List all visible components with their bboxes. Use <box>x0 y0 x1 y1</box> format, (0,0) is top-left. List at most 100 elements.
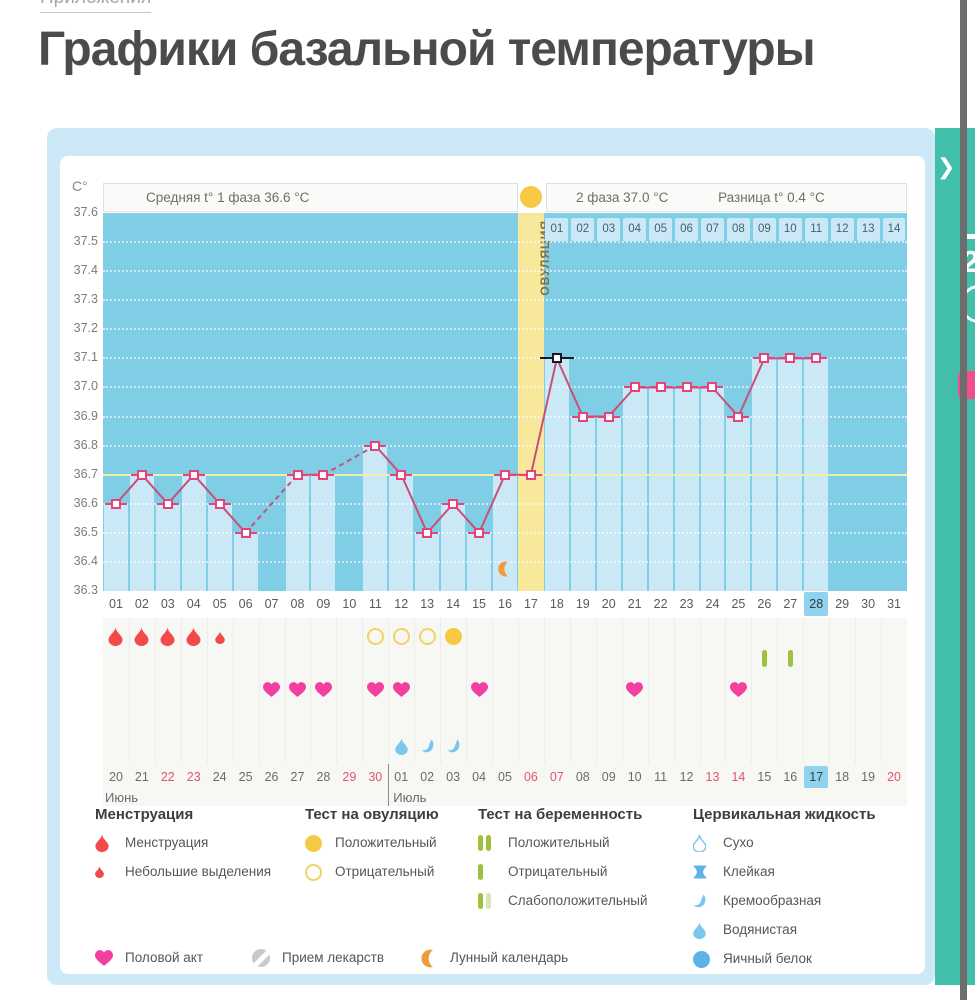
temp-point-day-05[interactable] <box>214 498 225 509</box>
drop-big-icon <box>95 833 121 853</box>
legend-title: Цервикальная жидкость <box>693 806 876 823</box>
phase2-day-cell: 07 <box>701 218 724 241</box>
x-axis-day-label: 09 <box>316 597 331 611</box>
phase1-average-text: Средняя t° 1 фаза 36.6 °C <box>146 190 310 205</box>
date-label: 30 <box>368 770 383 784</box>
menstruation-icon <box>186 626 201 646</box>
gridline <box>103 415 907 418</box>
phase2-day-cell: 05 <box>649 218 673 241</box>
gridline <box>103 299 907 302</box>
date-label: 10 <box>627 770 642 784</box>
legend-item-label: Небольшие выделения <box>125 864 272 879</box>
temperature-line <box>115 357 817 534</box>
page-scrollbar[interactable] <box>960 0 967 1000</box>
expand-chevron-icon[interactable]: ❯ <box>937 154 956 179</box>
temperature-plot[interactable]: ОВУЛЯЦИЯ 01 02 03 04 05 06 07 08 09 10 11 12 13 14 <box>103 213 907 591</box>
day-grid-line <box>803 618 805 763</box>
temp-point-day-21[interactable] <box>629 382 640 393</box>
temp-point-day-24[interactable] <box>707 382 718 393</box>
temp-point-day-01[interactable] <box>110 498 121 509</box>
day-grid-line <box>232 618 234 763</box>
intercourse-heart-icon <box>289 681 307 697</box>
date-label: 29 <box>342 770 357 784</box>
y-axis-tick-label: 36.6 <box>73 495 98 510</box>
date-label: 23 <box>186 770 201 784</box>
day-grid-line <box>673 618 675 763</box>
temp-point-day-13[interactable] <box>422 527 433 538</box>
phase1-average-header: Средняя t° 1 фаза 36.6 °C <box>103 183 518 212</box>
y-axis-tick-label: 36.5 <box>73 524 98 539</box>
temp-point-day-11[interactable] <box>370 440 381 451</box>
x-axis: 01 02 03 04 05 06 07 08 09 10 11 12 13 14 15 16 17 18 19 20… <box>103 592 907 616</box>
temp-point-day-02[interactable] <box>136 469 147 480</box>
date-label: 15 <box>757 770 772 784</box>
temp-point-day-25[interactable] <box>733 411 744 422</box>
x-axis-day-label: 16 <box>498 597 512 611</box>
x-axis-day-label: 26 <box>757 597 772 611</box>
phase2-header: 2 фаза 37.0 °C Разница t° 0.4 °C <box>546 183 907 212</box>
y-axis-tick-label: 36.7 <box>73 466 98 481</box>
date-label: 06 <box>523 770 538 784</box>
x-axis-day-label: 30 <box>861 597 876 611</box>
bars-positive-icon <box>478 833 504 853</box>
date-label: 12 <box>679 770 694 784</box>
date-label: 14 <box>731 770 746 784</box>
x-axis-day-label: 29 <box>835 597 850 611</box>
day-grid-line <box>284 618 286 763</box>
legend-item-label: Яичный белок <box>723 951 812 966</box>
page-title: Графики базальной температуры <box>38 23 816 76</box>
temp-point-day-06[interactable] <box>240 527 251 538</box>
temp-point-day-04[interactable] <box>188 469 199 480</box>
phase2-day-cell: 09 <box>752 218 776 241</box>
phase2-day-cell: 02 <box>571 218 595 241</box>
date-label: 22 <box>160 770 175 784</box>
temp-point-day-20[interactable] <box>603 411 614 422</box>
phase2-day-cell: 03 <box>597 218 621 241</box>
menstruation-icon <box>108 626 123 646</box>
temp-point-day-16[interactable] <box>500 469 510 480</box>
intercourse-heart-icon <box>626 681 644 697</box>
y-axis: 37.6 37.5 37.4 37.3 37.2 37.1 37.0 36.9 36.8 36.7… <box>58 205 98 597</box>
temp-point-day-03[interactable] <box>162 498 173 509</box>
y-axis-tick-label: 37.1 <box>73 350 98 365</box>
bars-weak-icon <box>478 891 504 911</box>
ovulation-test-positive-icon <box>444 627 462 645</box>
legend-column: Цервикальная жидкость Сухо Клейкая Кремообр… <box>693 806 876 968</box>
date-label: 05 <box>498 770 512 784</box>
temp-point-day-19[interactable] <box>577 411 588 422</box>
fluid-creamy-icon <box>693 891 719 911</box>
temp-point-day-26[interactable] <box>759 353 770 364</box>
temp-point-day-12[interactable] <box>396 469 407 480</box>
x-axis-day-label: 15 <box>472 597 486 611</box>
temp-point-day-28[interactable] <box>811 353 822 364</box>
x-axis-day-label: 18 <box>549 597 564 611</box>
date-label: 17 <box>804 766 829 788</box>
legend-column: Тест на беременность Положительный Отрицат… <box>478 806 648 909</box>
fluid-eggwhite-icon <box>693 949 719 969</box>
app-breadcrumb-link[interactable]: Приложения <box>40 0 152 13</box>
temp-point-day-08[interactable] <box>292 469 303 480</box>
temp-point-day-15[interactable] <box>474 527 485 538</box>
gridline <box>103 502 907 505</box>
phase2-day-cell: 08 <box>726 218 750 241</box>
x-axis-day-label: 04 <box>186 597 201 611</box>
phase2-day-cell: 11 <box>804 218 828 241</box>
temp-point-day-23[interactable] <box>681 382 692 393</box>
day-grid-line <box>647 618 649 763</box>
date-label: 07 <box>549 770 564 784</box>
daily-events-grid: 20 21 22 23 24 25 26 27 28 29 30 01 02 03 04 05 06 07 08 09… <box>103 618 907 806</box>
temp-point-day-17[interactable] <box>525 469 536 480</box>
day-grid-line <box>777 618 779 763</box>
temp-point-day-09[interactable] <box>318 469 329 480</box>
temp-point-day-27[interactable] <box>785 353 796 364</box>
date-label: 26 <box>264 770 279 784</box>
temp-point-day-18[interactable] <box>551 353 562 364</box>
temp-point-day-22[interactable] <box>655 382 666 393</box>
day-grid-line <box>336 618 338 763</box>
date-label: 02 <box>420 770 435 784</box>
phase2-day-cell: 04 <box>623 218 647 241</box>
fluid-watery-icon <box>394 737 408 755</box>
legend-item-label: Положительный <box>335 835 437 850</box>
temp-point-day-14[interactable] <box>448 498 459 509</box>
day-grid-line <box>128 618 130 763</box>
